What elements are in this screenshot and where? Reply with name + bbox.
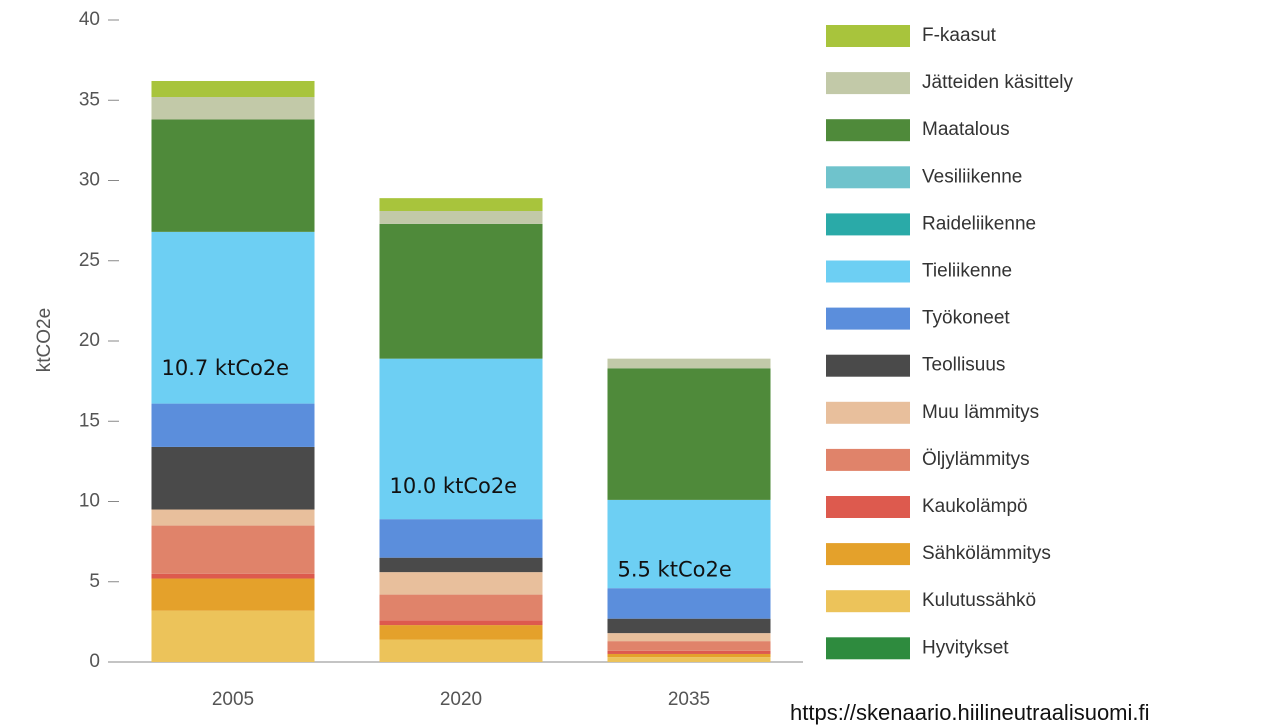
x-tick-label: 2035 bbox=[668, 689, 710, 710]
bar-segment bbox=[379, 572, 543, 595]
legend-label: Sähkölämmitys bbox=[922, 543, 1051, 564]
bar-segment bbox=[151, 446, 315, 510]
legend-label: Tieliikenne bbox=[922, 261, 1012, 282]
bar-segment bbox=[607, 657, 771, 662]
legend-label: Jätteiden käsittely bbox=[922, 72, 1074, 93]
bar-segment bbox=[379, 639, 543, 662]
legend-swatch bbox=[826, 354, 910, 377]
legend-label: Työkoneet bbox=[922, 308, 1010, 329]
legend-label: Vesiliikenne bbox=[922, 166, 1022, 187]
legend-swatch bbox=[826, 119, 910, 142]
y-tick-label: 5 bbox=[89, 571, 100, 592]
bar-segment bbox=[379, 557, 543, 573]
legend-label: Teollisuus bbox=[922, 355, 1005, 376]
bar-segment bbox=[151, 97, 315, 120]
legend-swatch bbox=[826, 543, 910, 566]
bar-segment bbox=[151, 403, 315, 447]
bar-segment bbox=[607, 641, 771, 651]
legend-swatch bbox=[826, 590, 910, 613]
legend-swatch bbox=[826, 166, 910, 189]
legend-label: Kulutussähkö bbox=[922, 590, 1036, 611]
bar-segment bbox=[607, 368, 771, 500]
annotation: 10.7 ktCo2e bbox=[161, 356, 289, 380]
legend-swatch bbox=[826, 307, 910, 330]
bar-segment bbox=[151, 509, 315, 526]
bar-segment bbox=[607, 499, 771, 589]
bar-segment bbox=[379, 594, 543, 621]
bar-segment bbox=[151, 119, 315, 232]
legend-swatch bbox=[826, 25, 910, 47]
legend-label: Muu lämmitys bbox=[922, 402, 1039, 423]
y-tick-label: 30 bbox=[79, 170, 100, 191]
bar-segment bbox=[607, 653, 771, 658]
bar-segment bbox=[379, 358, 543, 520]
legend-swatch bbox=[826, 496, 910, 518]
legend-swatch bbox=[826, 213, 910, 236]
bar-segment bbox=[379, 519, 543, 558]
legend-label: Maatalous bbox=[922, 119, 1010, 140]
bar-segment bbox=[379, 625, 543, 640]
y-tick-label: 25 bbox=[79, 250, 100, 271]
bar-segment bbox=[607, 633, 771, 642]
y-tick-label: 20 bbox=[79, 330, 100, 351]
legend-label: Kaukolämpö bbox=[922, 496, 1028, 517]
legend-label: Hyvitykset bbox=[922, 637, 1009, 658]
bar-segment bbox=[151, 525, 315, 574]
bar-segment bbox=[607, 358, 771, 369]
y-tick-label: 0 bbox=[89, 651, 100, 672]
bar-segment bbox=[607, 650, 771, 654]
bar-segment bbox=[379, 223, 543, 359]
y-tick-label: 40 bbox=[79, 9, 100, 30]
bar-segment bbox=[607, 588, 771, 619]
y-axis-label: ktCO2e bbox=[34, 308, 55, 372]
legend-swatch bbox=[826, 401, 910, 424]
source: https://skenaario.hiilineutraalisuomi.fi bbox=[790, 700, 1150, 725]
legend-label: F-kaasut bbox=[922, 25, 997, 46]
legend-swatch bbox=[826, 448, 910, 471]
x-tick-label: 2005 bbox=[212, 689, 254, 710]
y-tick-label: 15 bbox=[79, 410, 100, 431]
bar-segment bbox=[607, 618, 771, 634]
bar-segment bbox=[379, 210, 543, 224]
legend-label: Raideliikenne bbox=[922, 213, 1036, 234]
y-tick-label: 35 bbox=[79, 89, 100, 110]
legend-swatch bbox=[826, 260, 910, 283]
legend-swatch bbox=[826, 637, 910, 660]
bar-segment bbox=[379, 198, 543, 211]
legend-label: Öljylämmitys bbox=[922, 449, 1030, 470]
bar-segment bbox=[379, 620, 543, 626]
y-tick-label: 10 bbox=[79, 491, 100, 512]
annotation: 10.0 ktCo2e bbox=[389, 474, 517, 498]
bar-segment bbox=[151, 573, 315, 579]
x-tick-label: 2020 bbox=[440, 689, 482, 710]
bar-segment bbox=[151, 578, 315, 611]
annotation: 5.5 ktCo2e bbox=[617, 558, 731, 582]
legend-swatch bbox=[826, 72, 910, 95]
bar-segment bbox=[151, 610, 315, 662]
bar-segment bbox=[151, 231, 315, 404]
bar-segment bbox=[151, 80, 315, 98]
